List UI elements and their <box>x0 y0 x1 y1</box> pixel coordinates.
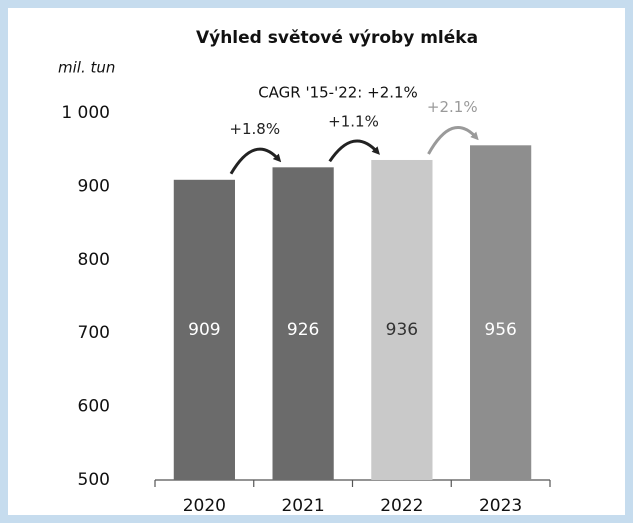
x-tick-label: 2020 <box>183 496 226 516</box>
value-label: 909 <box>188 320 220 340</box>
growth-label: +2.1% <box>427 98 478 116</box>
growth-arrow <box>427 126 479 155</box>
bar <box>470 145 532 480</box>
value-label: 956 <box>484 320 516 340</box>
growth-label: +1.1% <box>328 112 379 130</box>
y-tick-label: 500 <box>78 470 110 490</box>
bar <box>371 159 433 480</box>
bar <box>173 179 235 480</box>
y-tick-label: 900 <box>78 176 110 196</box>
x-tick-label: 2021 <box>281 496 324 516</box>
x-tick-label: 2022 <box>380 496 423 516</box>
x-tick-label: 2023 <box>479 496 522 516</box>
value-label: 936 <box>386 320 418 340</box>
y-tick-label: 600 <box>78 397 110 417</box>
y-tick-label: 800 <box>78 250 110 270</box>
y-tick-label: 700 <box>78 323 110 343</box>
chart-title: Výhled světové výroby mléka <box>196 28 478 48</box>
bar <box>272 167 334 481</box>
subtitle: CAGR '15-'22: +2.1% <box>258 84 418 102</box>
growth-arrow <box>328 139 380 163</box>
growth-label: +1.8% <box>229 120 280 138</box>
growth-arrow <box>229 147 282 175</box>
y-tick-label: 1 000 <box>61 103 110 123</box>
y-axis-label: mil. tun <box>58 59 115 77</box>
value-label: 926 <box>287 320 319 340</box>
